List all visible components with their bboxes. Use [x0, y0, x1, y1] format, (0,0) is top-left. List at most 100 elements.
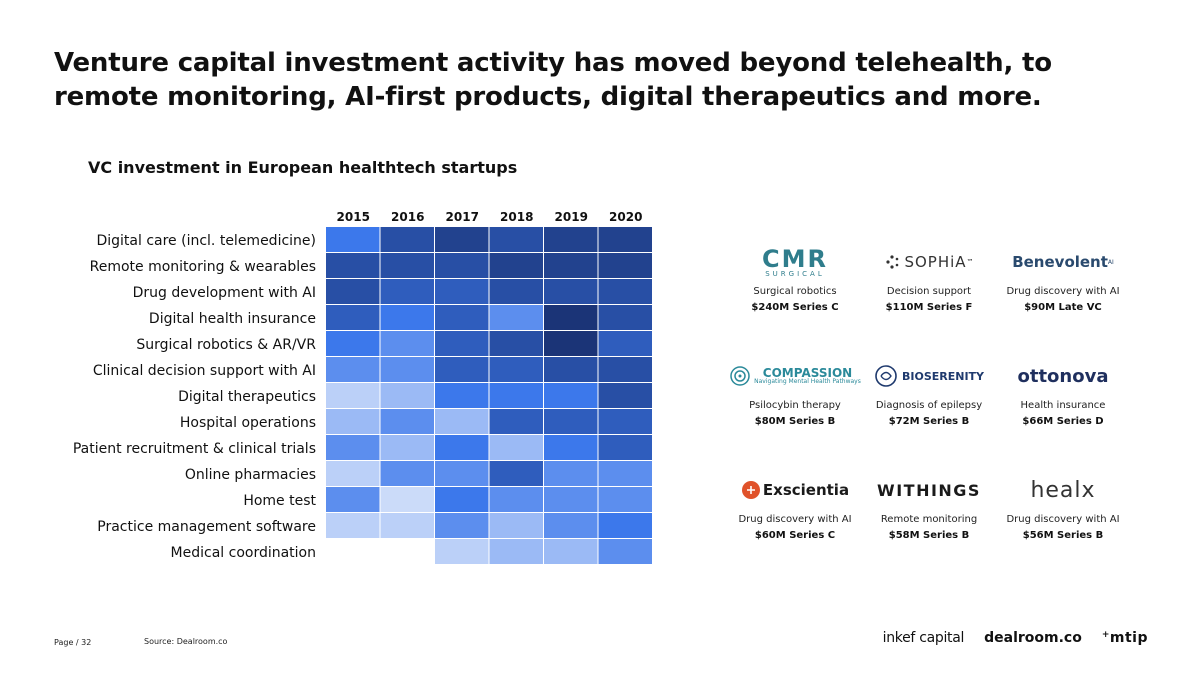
heatmap-cell-2015 [326, 513, 380, 538]
benevolent-logo: Benevolent AI [1012, 240, 1114, 284]
row-label: Remote monitoring & wearables [90, 259, 316, 275]
row-label: Online pharmacies [185, 467, 316, 483]
heatmap-cell-2020 [598, 253, 652, 278]
heatmap-cell-2018 [489, 305, 543, 330]
heatmap-cell-2016 [380, 331, 434, 356]
heatmap-cell-2016 [380, 383, 434, 408]
source-note: Source: Dealroom.co [144, 637, 228, 646]
heatmap-cell-2020 [598, 383, 652, 408]
heatmap-cell-2017 [435, 227, 489, 252]
row-label: Practice management software [97, 519, 316, 535]
ottonova-logo: ottonova [1017, 354, 1108, 398]
compass-logo-subtext: Navigating Mental Health Pathways [754, 378, 861, 386]
logo-deal: $80M Series B [754, 416, 836, 427]
heatmap-cell-2015 [326, 331, 380, 356]
row-label: Digital care (incl. telemedicine) [96, 233, 316, 249]
withings-logo-text: WITHINGS [877, 480, 981, 500]
heatmap-cell-2015 [326, 357, 380, 382]
heatmap-cell-2018 [489, 435, 543, 460]
year-label-2015: 2015 [337, 210, 370, 224]
partner-logos: inkef capital dealroom.co +mtip [883, 630, 1148, 646]
row-label: Medical coordination [171, 545, 316, 561]
dealroom-logo: dealroom.co [984, 630, 1082, 646]
heatmap-cell-2016 [380, 513, 434, 538]
withings-logo: WITHINGS [877, 468, 981, 512]
heatmap-cell-2016 [380, 357, 434, 382]
heatmap-cell-2020 [598, 461, 652, 486]
heatmap-cell-2018 [489, 513, 543, 538]
row-label: Digital therapeutics [178, 389, 316, 405]
logo-deal: $66M Series D [1022, 416, 1104, 427]
heatmap-cell-2019 [544, 331, 598, 356]
logo-sophia: SOPHiA ™ Decision support $110M Series F [862, 240, 996, 354]
heatmap-cell-2020 [598, 435, 652, 460]
mtip-logo-text: mtip [1109, 630, 1148, 646]
heatmap-cell-2015 [326, 279, 380, 304]
year-label-2016: 2016 [391, 210, 424, 224]
logo-description: Diagnosis of epilepsy [875, 400, 983, 411]
heatmap-cell-2017 [435, 409, 489, 434]
heatmap-cell-2017 [435, 513, 489, 538]
heatmap-cell-2017 [435, 487, 489, 512]
logo-deal: $56M Series B [1022, 530, 1104, 541]
heatmap-cell-2017 [435, 305, 489, 330]
heatmap-cell-2015 [326, 383, 380, 408]
logo-deal: $90M Late VC [1024, 302, 1102, 313]
company-logos: CMR SURGICAL Surgical robotics $240M Ser… [728, 240, 1128, 582]
year-label-2019: 2019 [555, 210, 588, 224]
logo-deal: $58M Series B [888, 530, 970, 541]
logo-healx: healx Drug discovery with AI $56M Series… [996, 468, 1130, 582]
logo-ottonova: ottonova Health insurance $66M Series D [996, 354, 1130, 468]
heatmap-cell-2020 [598, 539, 652, 564]
row-label: Clinical decision support with AI [93, 363, 316, 379]
logo-description: Drug discovery with AI [1006, 514, 1120, 525]
logo-withings: WITHINGS Remote monitoring $58M Series B [862, 468, 996, 582]
heatmap-cell-2019 [544, 253, 598, 278]
heatmap-cell-2018 [489, 227, 543, 252]
heatmap-cell-2019 [544, 383, 598, 408]
benevolent-logo-text: Benevolent [1012, 253, 1108, 271]
compass-flower-icon [730, 366, 750, 386]
heatmap-cell-2015 [326, 227, 380, 252]
heatmap-cell-2018 [489, 409, 543, 434]
heatmap-cell-2016 [380, 227, 434, 252]
sophia-logo: SOPHiA ™ [884, 240, 974, 284]
heatmap-cell-2019 [544, 357, 598, 382]
ottonova-logo-text: ottonova [1017, 365, 1109, 387]
logo-compass: COMPASSION Navigating Mental Health Path… [728, 354, 862, 468]
row-label: Home test [243, 493, 316, 509]
year-label-2017: 2017 [446, 210, 479, 224]
heatmap-cell-2015 [326, 253, 380, 278]
heatmap-cell-2017 [435, 539, 489, 564]
heatmap-cell-2018 [489, 357, 543, 382]
sophia-logo-text: SOPHiA [904, 253, 967, 271]
logo-description: Surgical robotics [753, 286, 837, 297]
heatmap-cell-2017 [435, 331, 489, 356]
page-number: Page / 32 [54, 638, 92, 647]
heatmap-cell-2015 [326, 487, 380, 512]
heatmap-cell-2015 [326, 305, 380, 330]
heatmap-cell-2016 [380, 461, 434, 486]
logo-description: Decision support [886, 286, 972, 297]
heatmap-cell-2018 [489, 539, 543, 564]
logo-description: Drug discovery with AI [738, 514, 852, 525]
logo-deal: $60M Series C [754, 530, 836, 541]
heatmap-cell-2019 [544, 227, 598, 252]
heatmap-cell-2018 [489, 253, 543, 278]
healx-logo: healx [1030, 468, 1095, 512]
row-label: Surgical robotics & AR/VR [136, 337, 316, 353]
sophia-trademark: ™ [966, 258, 974, 266]
compass-logo-text: COMPASSION [762, 365, 853, 380]
logo-deal: $72M Series B [888, 416, 970, 427]
heatmap-cell-2016 [380, 435, 434, 460]
heatmap-cell-2020 [598, 513, 652, 538]
heatmap-cell-2017 [435, 383, 489, 408]
cmr-logo: CMR SURGICAL [762, 240, 828, 284]
heatmap-cell-2019 [544, 435, 598, 460]
exscientia-logo: Exscientia [741, 468, 849, 512]
heatmap-cell-2018 [489, 383, 543, 408]
logo-description: Drug discovery with AI [1006, 286, 1120, 297]
logo-description: Psilocybin therapy [749, 400, 841, 411]
bioserenity-logo-text: BIOSERENITY [901, 369, 985, 383]
logo-description: Health insurance [1020, 400, 1106, 411]
